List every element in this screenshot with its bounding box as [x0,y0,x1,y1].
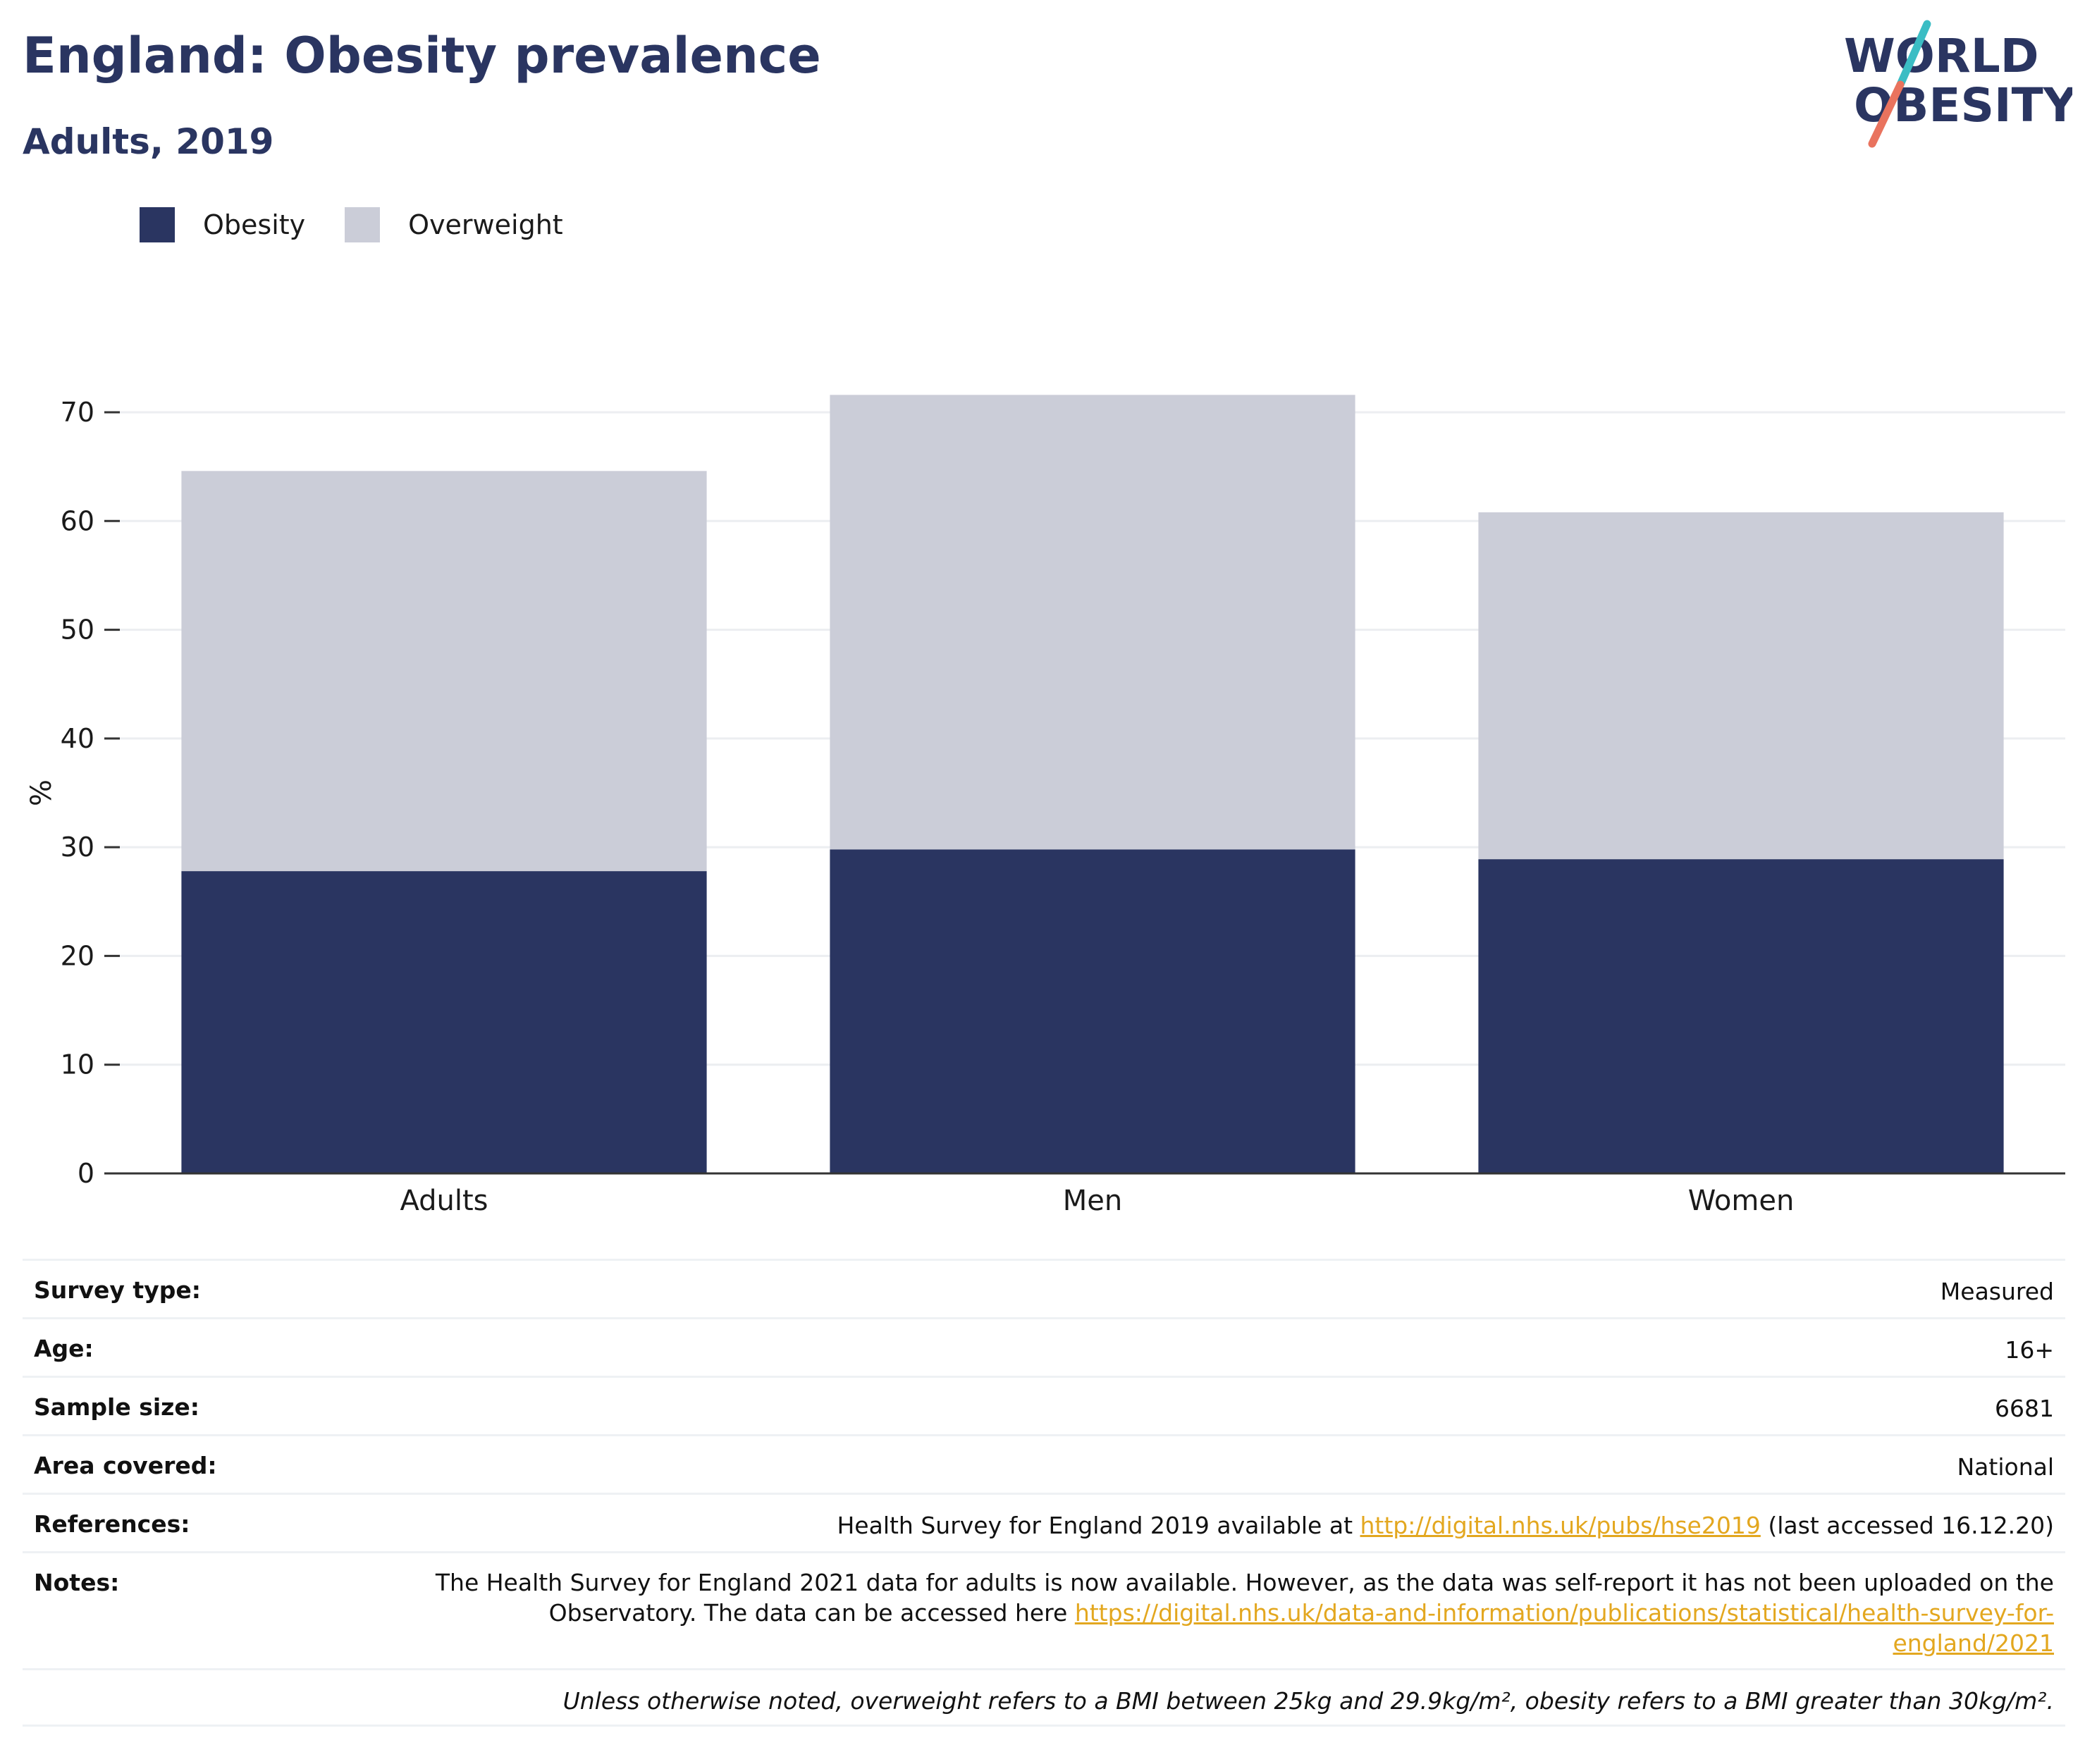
info-label: Notes: [34,1569,120,1596]
logo-slash-top [1896,20,1931,89]
info-value: National [1957,1453,2054,1481]
info-value: 16+ [2005,1336,2054,1364]
y-tick-label: 40 [61,723,94,754]
y-tick-label: 0 [78,1158,94,1189]
notes-link[interactable]: https://digital.nhs.uk/data-and-informat… [1074,1599,2054,1657]
chart-legend: Obesity Overweight [140,207,603,242]
bar-obesity-women [1478,859,2004,1173]
info-row-survey-type: Survey type: Measured [23,1259,2065,1317]
x-tick-label: Women [1688,1185,1795,1217]
info-label: Sample size: [34,1393,199,1421]
bar-overweight-adults [181,471,707,872]
logo-slash-bottom [1868,80,1905,148]
logo-word-world: WORLD [1844,29,2039,83]
bar-overweight-men [830,395,1355,850]
legend-label-overweight: Overweight [408,209,563,240]
legend-label-obesity: Obesity [203,209,306,240]
references-suffix: (last accessed 16.12.20) [1760,1512,2054,1539]
y-tick-label: 70 [61,397,94,428]
stacked-bar-chart: 0 10 20 30 40 50 60 70% Adults Men Women [25,395,2065,1217]
y-tick-label: 20 [61,940,94,971]
y-tick-label: 30 [61,832,94,863]
info-value: Measured [1940,1278,2054,1305]
survey-info-table: Survey type: Measured Age: 16+ Sample si… [23,1259,2065,1727]
legend-swatch-overweight [345,207,381,242]
info-row-footnote: Unless otherwise noted, overweight refer… [23,1668,2065,1727]
info-row-area-covered: Area covered: National [23,1434,2065,1493]
notes-text: The Health Survey for England 2021 data … [435,1569,2054,1627]
bar-obesity-men [830,849,1355,1173]
y-tick-label: 60 [61,505,94,536]
y-axis-label: % [25,779,58,806]
legend-swatch-obesity [140,207,175,242]
legend-item-obesity[interactable]: Obesity [140,207,305,242]
legend-item-overweight[interactable]: Overweight [345,207,563,242]
info-row-notes: Notes: The Health Survey for England 202… [23,1551,2065,1668]
info-label: References: [34,1510,190,1538]
info-label: Area covered: [34,1452,217,1479]
bar-obesity-adults [181,871,707,1173]
page-title: England: Obesity prevalence [23,27,821,85]
info-row-sample-size: Sample size: 6681 [23,1376,2065,1434]
info-value: 6681 [1995,1395,2054,1422]
info-row-references: References: Health Survey for England 20… [23,1493,2065,1551]
y-tick-label: 50 [61,615,94,646]
x-tick-label: Adults [400,1185,488,1217]
references-prefix: Health Survey for England 2019 available… [837,1512,1360,1539]
bmi-footnote: Unless otherwise noted, overweight refer… [562,1687,2054,1715]
x-tick-label: Men [1063,1185,1122,1217]
info-value: Health Survey for England 2019 available… [837,1495,2054,1541]
references-link[interactable]: http://digital.nhs.uk/pubs/hse2019 [1360,1512,1761,1539]
y-tick-label: 10 [61,1049,94,1080]
page-subtitle: Adults, 2019 [23,121,274,162]
info-value: The Health Survey for England 2021 data … [433,1553,2054,1658]
info-row-age: Age: 16+ [23,1317,2065,1376]
bar-overweight-women [1478,512,2004,860]
world-obesity-logo: WORLD OBESITY [1844,20,2072,148]
info-label: Age: [34,1335,94,1362]
info-label: Survey type: [34,1276,201,1304]
